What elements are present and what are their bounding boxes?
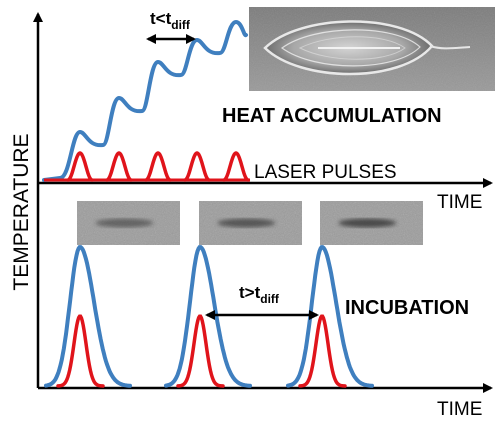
top-panel: t<tdiff HEAT ACCUMULATION LASER PULSES T… (42, 7, 495, 213)
incubation-micrograph (199, 201, 302, 245)
interval-label-long: t>tdiff (239, 283, 280, 306)
incubation-laser-pulse (56, 314, 105, 388)
interval-label-long-subscript: diff (260, 292, 280, 306)
interval-label-short-main: t<t (150, 9, 172, 28)
y-axis-label: TEMPERATURE (10, 133, 33, 290)
laser-pulse (183, 151, 211, 182)
interval-label-short: t<tdiff (150, 9, 191, 32)
interval-label-short-subscript: diff (171, 18, 191, 32)
incubation-curves (44, 245, 374, 388)
bottom-x-axis-label: TIME (437, 399, 482, 420)
laser-pulse-train (44, 151, 250, 182)
incubation-laser-pulse (298, 314, 347, 388)
incubation-micrograph (77, 201, 180, 245)
incubation-temperature-curve (286, 245, 374, 388)
heat-accumulation-temperature-curve (42, 20, 248, 182)
laser-pulses-label: LASER PULSES (254, 162, 397, 183)
heat-accumulation-label: HEAT ACCUMULATION (222, 105, 442, 127)
top-x-axis-label: TIME (437, 192, 482, 213)
interval-label-long-main: t>t (239, 283, 261, 302)
heat-accumulation-micrograph (249, 7, 495, 91)
incubation-laser-pulse (176, 314, 225, 388)
incubation-micrograph (320, 201, 423, 245)
incubation-label: INCUBATION (345, 297, 469, 319)
laser-pulse (222, 151, 250, 182)
incubation-micrographs (77, 201, 423, 245)
laser-pulse (66, 151, 94, 182)
laser-pulse (144, 151, 172, 182)
axes (33, 12, 493, 393)
bottom-panel: t>tdiff INCUBATION TIME (44, 201, 482, 420)
incubation-temperature-curve (44, 245, 132, 388)
laser-pulse (105, 151, 133, 182)
incubation-temperature-curve (164, 245, 252, 388)
